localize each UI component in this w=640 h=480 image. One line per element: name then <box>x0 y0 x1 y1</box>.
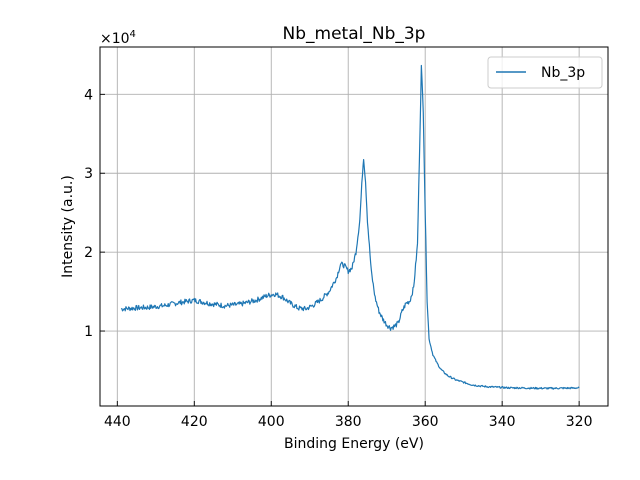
legend-box <box>487 56 603 89</box>
series-line-nb-3p <box>120 64 580 390</box>
x-tick-label: 340 <box>489 414 516 430</box>
series-layer <box>120 64 580 390</box>
x-tick-label: 400 <box>258 414 285 430</box>
legend: Nb_3p <box>487 56 603 89</box>
grid <box>100 47 608 406</box>
x-axis-ticks: 440 420 400 380 360 340 320 <box>104 401 593 430</box>
plot-frame <box>99 46 609 407</box>
y-axis-label: Intensity (a.u.) <box>60 175 76 278</box>
y-tick-label: 1 <box>84 324 93 340</box>
x-tick-label: 440 <box>104 414 131 430</box>
y-tick-label: 4 <box>84 87 93 103</box>
y-multiplier-exponent: 4 <box>130 29 136 40</box>
x-tick-label: 420 <box>181 414 208 430</box>
chart-title: Nb_metal_Nb_3p <box>283 24 426 44</box>
x-tick-label: 360 <box>412 414 439 430</box>
legend-label-nb-3p: Nb_3p <box>541 65 585 81</box>
x-tick-label: 380 <box>335 414 362 430</box>
y-tick-label: 2 <box>84 245 93 261</box>
x-tick-label: 320 <box>566 414 593 430</box>
x-axis-label: Binding Energy (eV) <box>284 436 424 452</box>
y-multiplier-base: ×10 <box>100 31 130 47</box>
y-axis-ticks: 1 2 3 4 <box>84 87 105 340</box>
y-tick-label: 3 <box>84 166 93 182</box>
y-axis-multiplier: ×104 <box>100 29 136 47</box>
